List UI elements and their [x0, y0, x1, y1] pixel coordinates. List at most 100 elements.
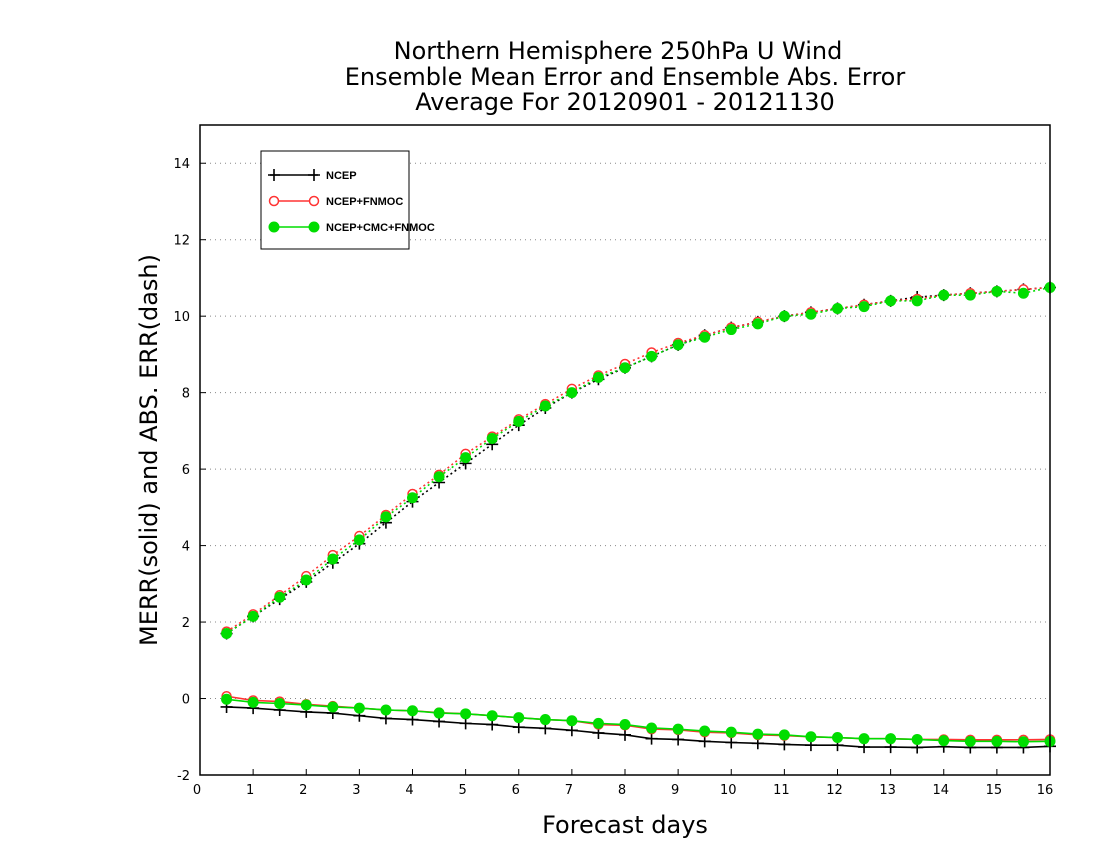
legend-marker-start — [268, 169, 280, 181]
merr-point — [274, 698, 286, 709]
merr-point — [486, 710, 498, 722]
abs-err-point — [539, 400, 551, 412]
merr-point — [459, 717, 472, 730]
merr-point — [592, 717, 604, 729]
legend-items: NCEP NCEP+FNMOC NCEP+CMC+FNMOC — [268, 169, 435, 234]
legend-marker-end — [308, 169, 320, 181]
abs-err-point — [672, 339, 684, 351]
y-tick-label: 14 — [173, 157, 190, 172]
merr-point — [619, 719, 631, 731]
merr-line — [226, 698, 1051, 743]
merr-point — [911, 733, 923, 745]
abs-err-point — [274, 591, 286, 603]
grid — [200, 162, 1050, 776]
x-tick-label: 6 — [512, 783, 520, 798]
legend-marker-end — [308, 221, 320, 233]
merr-point — [327, 701, 339, 713]
merr-point — [247, 696, 259, 708]
x-tick-label: 2 — [299, 783, 307, 798]
abs-err-line — [226, 286, 1051, 635]
merr-point — [885, 733, 897, 745]
y-tick-label: 6 — [182, 463, 190, 478]
legend: NCEP NCEP+FNMOC NCEP+CMC+FNMOC — [260, 150, 435, 250]
abs-err-point — [407, 492, 418, 504]
x-tick-label: 1 — [246, 783, 254, 798]
abs-err-point — [221, 628, 233, 640]
abs-err-point — [964, 289, 976, 301]
merr-point — [991, 735, 1003, 747]
merr-point — [619, 728, 631, 741]
abs-err-point — [380, 511, 392, 523]
merr-point — [221, 693, 233, 705]
merr-point — [805, 731, 817, 743]
abs-err-point — [805, 308, 817, 320]
abs-err-line — [226, 286, 1051, 633]
legend-marker-start — [268, 221, 280, 233]
merr-point — [1017, 736, 1029, 748]
abs-err-line — [226, 286, 1051, 635]
series-ncep — [220, 281, 1056, 754]
chart-title: Northern Hemisphere 250hPa U Wind Ensemb… — [345, 37, 906, 116]
merr-line — [226, 695, 1051, 741]
title-line-3: Average For 20120901 - 20121130 — [415, 88, 835, 116]
merr-point — [832, 732, 843, 744]
y-tick-label: 8 — [182, 387, 190, 402]
series-layer — [220, 281, 1056, 754]
merr-point — [672, 723, 684, 735]
title-line-2: Ensemble Mean Error and Ensemble Abs. Er… — [345, 63, 906, 91]
x-tick-label: 0 — [193, 783, 201, 798]
abs-err-point — [938, 289, 950, 301]
merr-point — [433, 707, 445, 719]
legend-marker-start — [268, 195, 280, 207]
abs-err-point — [566, 387, 578, 399]
abs-err-point — [725, 324, 737, 336]
abs-err-point — [646, 350, 658, 362]
abs-err-point — [327, 553, 339, 565]
abs-err-point — [247, 610, 259, 622]
abs-err-point — [486, 433, 498, 445]
abs-err-point — [460, 452, 472, 464]
y-tick-label: 10 — [173, 310, 190, 325]
merr-point — [512, 721, 525, 734]
legend-box — [260, 150, 410, 250]
merr-point — [353, 702, 365, 714]
x-tick-label: 4 — [405, 783, 413, 798]
abs-err-point — [885, 295, 897, 307]
y-tick-label: -2 — [177, 769, 190, 784]
merr-point — [566, 715, 578, 727]
merr-point — [725, 736, 738, 749]
abs-err-point — [832, 303, 843, 315]
merr-point — [380, 704, 392, 716]
merr-point — [699, 725, 711, 737]
x-axis-title: Forecast days — [542, 811, 708, 839]
merr-point — [300, 699, 312, 711]
abs-err-point — [699, 331, 711, 343]
merr-point — [513, 712, 525, 724]
abs-err-point — [991, 285, 1003, 297]
merr-point — [565, 724, 578, 737]
abs-err-point — [353, 534, 365, 546]
y-tick-label: 12 — [173, 234, 190, 249]
x-tick-label: 11 — [773, 783, 790, 798]
merr-point — [460, 708, 472, 720]
legend-marker-end — [308, 195, 320, 207]
merr-point — [539, 714, 551, 726]
abs-err-point — [592, 371, 604, 383]
x-tick-label: 5 — [458, 783, 466, 798]
x-tick-label: 3 — [352, 783, 360, 798]
series-ncep-cmc-fnmoc — [221, 282, 1056, 748]
x-tick-label: 12 — [826, 783, 843, 798]
title-line-1: Northern Hemisphere 250hPa U Wind — [394, 37, 843, 65]
legend-label: NCEP+CMC+FNMOC — [326, 222, 435, 234]
merr-point — [964, 735, 976, 747]
merr-point — [646, 722, 658, 734]
legend-item-ncep-fnmoc: NCEP+FNMOC — [268, 195, 403, 208]
y-axis-title: MERR(solid) and ABS. ERR(dash) — [135, 254, 163, 646]
abs-err-point — [752, 318, 764, 330]
abs-err-point — [433, 471, 445, 483]
merr-point — [407, 705, 418, 717]
merr-point — [858, 733, 870, 745]
x-tick-label: 16 — [1037, 783, 1054, 798]
y-tick-label: 2 — [182, 616, 190, 631]
